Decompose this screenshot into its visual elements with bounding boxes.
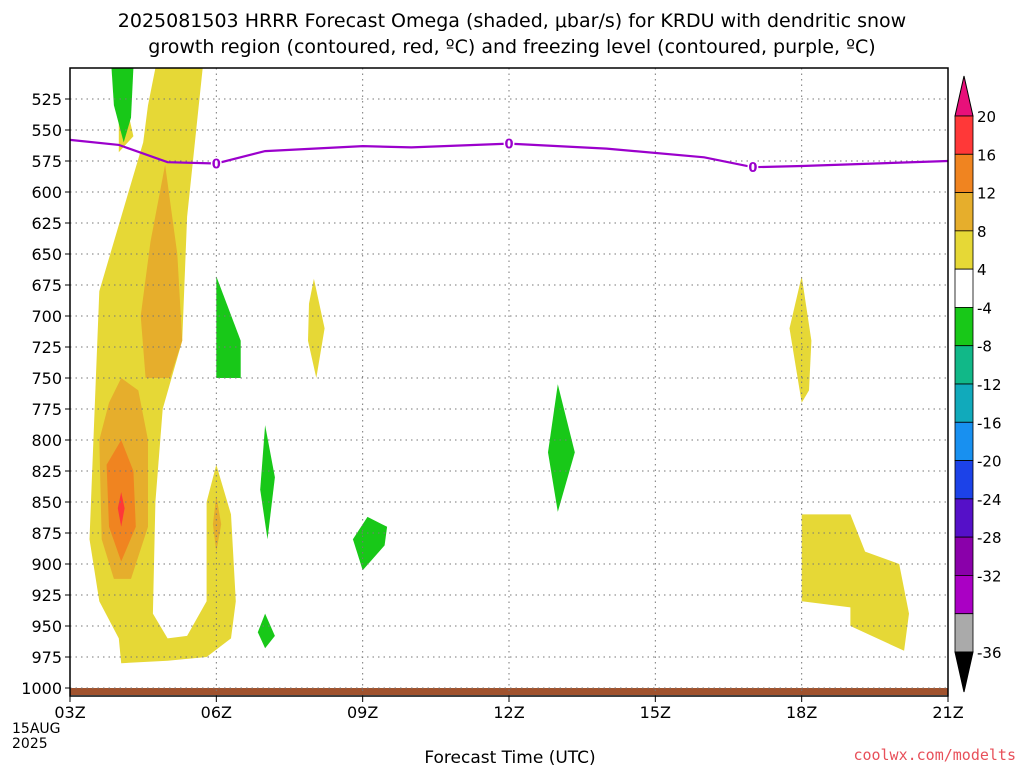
- omega-region-7: [308, 278, 325, 378]
- y-tick-label: 925: [31, 586, 62, 605]
- omega-region-13: [257, 613, 275, 649]
- omega-region-6: [212, 495, 222, 552]
- colorbar-label: -4: [977, 299, 992, 317]
- omega-region-10: [111, 68, 134, 143]
- x-tick-label: 03Z: [54, 703, 85, 722]
- colorbar-label: 8: [977, 223, 987, 241]
- colorbar-block: [954, 575, 974, 615]
- y-tick-label: 600: [31, 183, 62, 202]
- colorbar-label: -12: [977, 376, 1002, 394]
- y-tick-label: 625: [31, 214, 62, 233]
- colorbar-block: [954, 192, 974, 232]
- x-tick-label: 15Z: [640, 703, 671, 722]
- omega-region-5: [117, 492, 125, 527]
- y-tick-label: 700: [31, 307, 62, 326]
- colorbar-label: 4: [977, 261, 987, 279]
- omega-region-9: [801, 514, 909, 651]
- y-tick-label: 675: [31, 276, 62, 295]
- source-credit: coolwx.com/modelts: [853, 746, 1016, 764]
- colorbar-label: -36: [977, 644, 1002, 662]
- ground-strip: [70, 688, 948, 695]
- y-tick-label: 850: [31, 493, 62, 512]
- colorbar-block: [954, 383, 974, 423]
- x-tick-label: 18Z: [786, 703, 817, 722]
- colorbar-label: -24: [977, 491, 1002, 509]
- y-tick-label: 750: [31, 369, 62, 388]
- x-tick-label: 21Z: [932, 703, 963, 722]
- colorbar-block: [954, 460, 974, 500]
- y-tick-label: 650: [31, 245, 62, 264]
- colorbar-block: [954, 268, 974, 308]
- colorbar-label: -32: [977, 567, 1002, 585]
- colorbar-block: [954, 115, 974, 155]
- colorbar-label: -28: [977, 529, 1002, 547]
- colorbar-block: [954, 421, 974, 461]
- y-tick-label: 950: [31, 617, 62, 636]
- y-tick-label: 825: [31, 462, 62, 481]
- colorbar-label: 12: [977, 185, 996, 203]
- freezing-level-line: [69, 138, 949, 169]
- y-tick-label: 575: [31, 152, 62, 171]
- y-tick-label: 550: [31, 121, 62, 140]
- x-tick-label: 09Z: [347, 703, 378, 722]
- chart-title: 2025081503 HRRR Forecast Omega (shaded, …: [117, 10, 907, 58]
- y-tick-label: 1000: [21, 679, 62, 698]
- x-tick-label: 12Z: [493, 703, 524, 722]
- colorbar-label: -8: [977, 338, 992, 356]
- y-tick-label: 975: [31, 648, 62, 667]
- x-axis-label: Forecast Time (UTC): [424, 748, 596, 768]
- y-tick-label: 775: [31, 400, 62, 419]
- date-label: 15AUG 2025: [12, 721, 61, 752]
- colorbar-block: [954, 307, 974, 347]
- y-tick-label: 800: [31, 431, 62, 450]
- colorbar-label: 16: [977, 146, 996, 164]
- omega-region-14: [352, 516, 388, 571]
- omega-region-8: [789, 276, 812, 403]
- omega-region-11: [216, 276, 241, 378]
- omega-region-2: [140, 164, 183, 378]
- colorbar-block: [954, 498, 974, 538]
- freezing-level-label: 0: [748, 161, 757, 176]
- freezing-level-label: 0: [504, 138, 513, 153]
- colorbar-label: -20: [977, 453, 1002, 471]
- colorbar-label: 20: [977, 108, 996, 126]
- colorbar-block: [954, 230, 974, 270]
- colorbar-block: [954, 536, 974, 576]
- colorbar-top-arrow: [954, 75, 974, 117]
- omega-region-15: [548, 384, 575, 512]
- colorbar-label: -16: [977, 414, 1002, 432]
- y-tick-label: 900: [31, 555, 62, 574]
- y-tick-label: 875: [31, 524, 62, 543]
- y-tick-label: 525: [31, 90, 62, 109]
- y-tick-label: 725: [31, 338, 62, 357]
- colorbar-block: [954, 613, 974, 653]
- colorbar-bottom-arrow: [954, 651, 974, 693]
- freezing-level-label: 0: [212, 157, 221, 172]
- x-tick-label: 06Z: [201, 703, 232, 722]
- colorbar-block: [954, 345, 974, 385]
- colorbar-block: [954, 153, 974, 193]
- omega-region-12: [260, 425, 275, 540]
